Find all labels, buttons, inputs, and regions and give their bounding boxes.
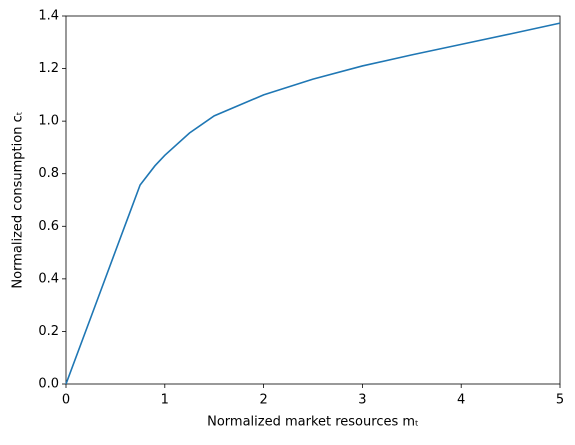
y-tick-label: 0.6 [38, 219, 59, 234]
y-tick-label: 1.2 [38, 61, 59, 76]
x-tick-label: 4 [457, 393, 465, 408]
line-series [65, 22, 561, 385]
y-tick-label: 0.0 [38, 377, 59, 392]
x-tick-label: 3 [358, 393, 366, 408]
x-axis-label: Normalized market resources mₜ [207, 415, 419, 430]
y-tick-label: 1.0 [38, 114, 59, 129]
plot-frame [65, 15, 561, 385]
x-tick-label: 5 [556, 393, 564, 408]
x-tick-label: 2 [259, 393, 267, 408]
x-tick-label: 0 [62, 393, 70, 408]
x-tick-label: 1 [161, 393, 169, 408]
y-tick-label: 1.4 [38, 9, 59, 24]
y-axis-label: Normalized consumption cₜ [11, 111, 26, 288]
y-tick-label: 0.4 [38, 271, 59, 286]
y-tick-label: 0.2 [38, 324, 59, 339]
y-tick-label: 0.8 [38, 166, 59, 181]
